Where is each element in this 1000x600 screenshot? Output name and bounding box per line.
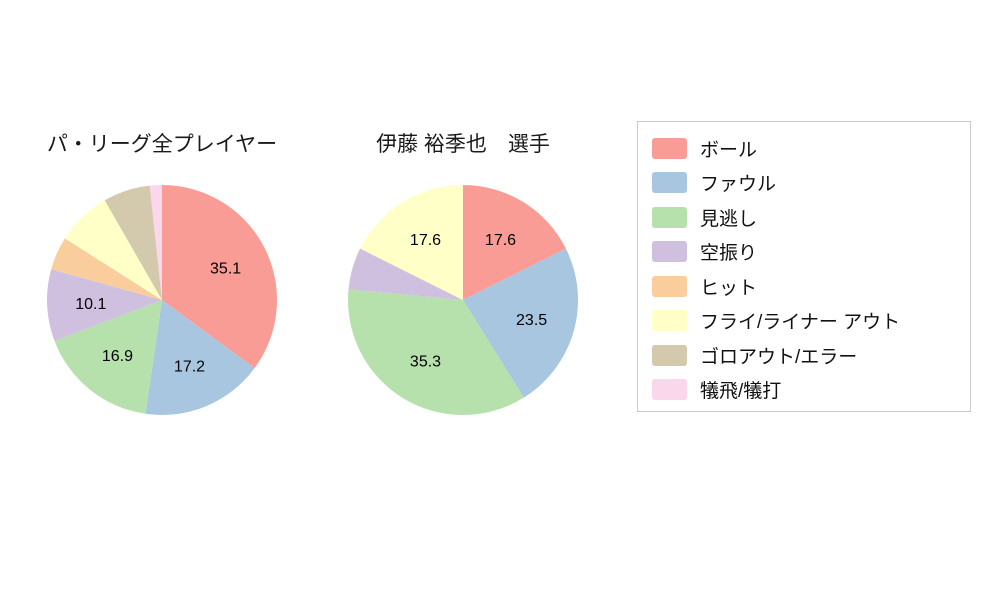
pie-slice-value-label: 10.1 bbox=[75, 296, 106, 313]
legend-label: 見逃し bbox=[700, 208, 758, 230]
chart-title-right: 伊藤 裕季也 選手 bbox=[376, 133, 550, 156]
legend-swatch bbox=[652, 379, 687, 401]
pie-slice bbox=[347, 289, 524, 416]
legend-item: 見逃し bbox=[652, 200, 970, 235]
legend-label: ファウル bbox=[700, 174, 777, 196]
pie-slice bbox=[46, 269, 162, 341]
pie-slice bbox=[162, 185, 278, 369]
legend-label: フライ/ライナー アウト bbox=[700, 312, 901, 334]
pie-slice bbox=[463, 248, 579, 398]
pie-slice bbox=[104, 185, 162, 300]
pie-slice bbox=[149, 185, 162, 300]
legend-swatch bbox=[652, 172, 687, 194]
legend-item: 空振り bbox=[652, 235, 970, 270]
pie-slice bbox=[51, 238, 162, 300]
pie-slice bbox=[348, 248, 463, 300]
legend-label: ヒット bbox=[700, 277, 758, 299]
pie-slice bbox=[64, 200, 162, 300]
pie-chart-0: 35.1 17.2 16.9 10.1 bbox=[46, 185, 278, 415]
pie-slice bbox=[360, 185, 463, 300]
pie-slice-value-label: 23.5 bbox=[516, 312, 547, 329]
pie-slice-value-label: 17.6 bbox=[410, 232, 441, 249]
legend-label: 犠飛/犠打 bbox=[700, 381, 782, 403]
pie-slice-value-label: 16.9 bbox=[102, 348, 133, 365]
legend-swatch bbox=[652, 206, 687, 228]
legend-swatch bbox=[652, 275, 687, 297]
pie-slice bbox=[463, 185, 566, 300]
pie-slice bbox=[54, 300, 162, 414]
legend-label: ボール bbox=[700, 139, 758, 161]
pie-slice-value-label: 35.3 bbox=[410, 353, 441, 370]
legend-item: ボール bbox=[652, 131, 970, 166]
legend-item: ヒット bbox=[652, 269, 970, 304]
legend-item: フライ/ライナー アウト bbox=[652, 304, 970, 339]
legend-swatch bbox=[652, 310, 687, 332]
pie-chart-1: 17.6 23.5 35.3 17.6 bbox=[347, 185, 579, 416]
legend-swatch bbox=[652, 344, 687, 366]
legend-label: ゴロアウト/エラー bbox=[700, 346, 858, 368]
pie-slice bbox=[145, 300, 255, 415]
legend-swatch bbox=[652, 241, 687, 263]
legend-item: ファウル bbox=[652, 166, 970, 201]
legend-item: ゴロアウト/エラー bbox=[652, 338, 970, 373]
pie-slice-value-label: 35.1 bbox=[210, 260, 241, 277]
chart-title-left: パ・リーグ全プレイヤー bbox=[46, 133, 278, 156]
legend-swatch bbox=[652, 137, 687, 159]
legend-label: 空振り bbox=[700, 243, 758, 265]
legend: ボールファウル見逃し空振りヒットフライ/ライナー アウト ゴロアウト/エラー 犠飛/… bbox=[637, 121, 971, 412]
legend-item: 犠飛/犠打 bbox=[652, 373, 970, 408]
pie-slice-value-label: 17.2 bbox=[174, 358, 205, 375]
pie-slice-value-label: 17.6 bbox=[485, 232, 516, 249]
